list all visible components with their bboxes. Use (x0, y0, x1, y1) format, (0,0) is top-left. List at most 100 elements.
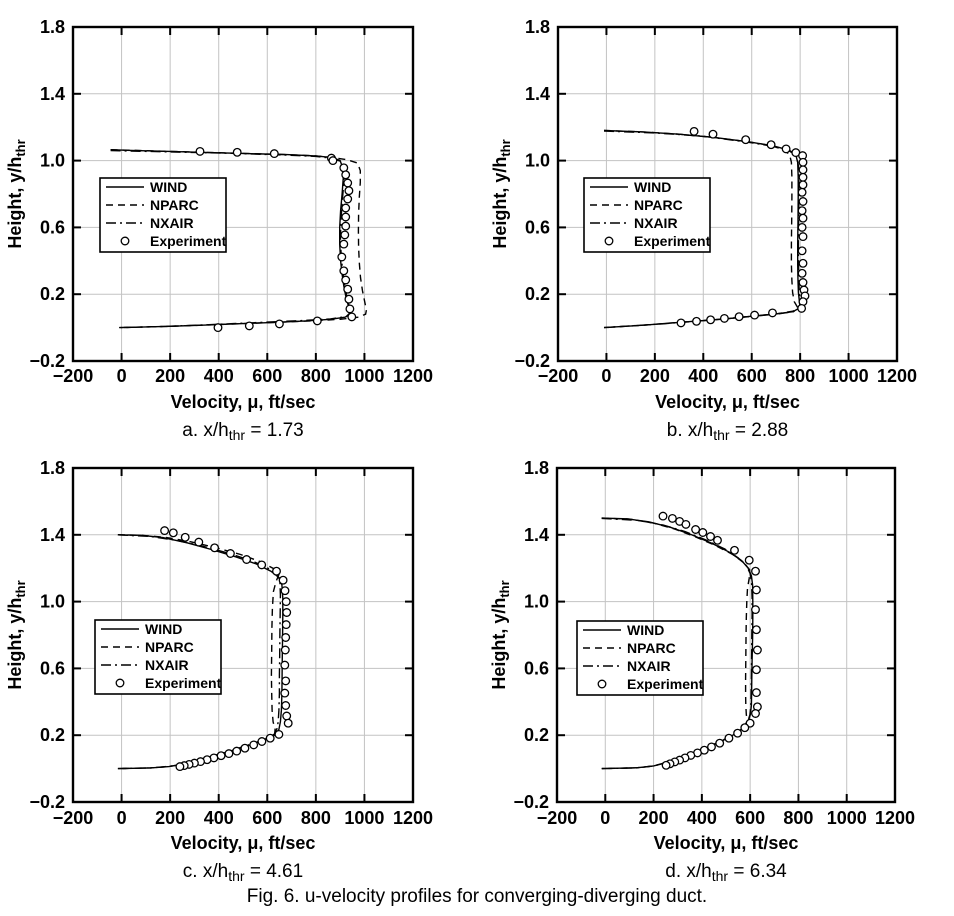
experiment-point (175, 762, 185, 772)
experiment-point (225, 549, 235, 558)
experiment-point (706, 532, 715, 541)
x-tick-label: 1000 (344, 808, 384, 828)
experiment-point (343, 194, 353, 204)
x-tick-label: 600 (252, 808, 282, 828)
experiment-point (798, 197, 808, 206)
x-tick-label: −200 (537, 808, 578, 828)
legend-label: NXAIR (634, 215, 678, 231)
y-axis-title: Height, y/hthr (490, 139, 513, 248)
experiment-point (658, 511, 668, 521)
legend-label: NPARC (627, 640, 676, 656)
experiment-point (676, 318, 686, 328)
legend-label: NPARC (150, 197, 199, 213)
experiment-point (257, 560, 267, 570)
subplot-b: −200 0 200 400 600 800 1000 1200 1.8 1.4 1.0 0.6 0.2… (477, 0, 954, 458)
x-tick-label: 600 (737, 366, 767, 386)
legend-label: NXAIR (627, 658, 671, 674)
x-tick-label: 1000 (827, 808, 867, 828)
experiment-point (281, 597, 291, 607)
experiment-point (328, 156, 338, 166)
experiment-point (257, 737, 267, 746)
x-tick-label: 0 (117, 366, 127, 386)
y-axis-title: Height, y/hthr (5, 580, 28, 689)
experiment-point (280, 688, 290, 698)
x-tick-label: 200 (639, 808, 669, 828)
experiment-point (667, 513, 677, 523)
x-tick-label: 800 (783, 808, 813, 828)
y-tick-label: 0.2 (40, 725, 65, 745)
x-tick-label: 1200 (875, 808, 915, 828)
experiment-point (269, 149, 279, 159)
experiment-point (706, 315, 716, 325)
experiment-point (242, 555, 252, 564)
y-tick-label: 1.4 (40, 84, 65, 104)
x-tick-label: 200 (155, 808, 185, 828)
legend-label: NXAIR (150, 215, 194, 231)
subplot-canvas: −200 0 200 400 600 800 1000 1200 1.8 1.4 1.0 0.6 0.2… (5, 17, 433, 443)
experiment-point (798, 232, 808, 242)
x-axis-title: Velocity, μ, ft/sec (655, 392, 800, 412)
experiment-point (272, 566, 281, 576)
legend-label: NPARC (634, 197, 683, 213)
y-tick-label: 1.4 (524, 525, 549, 545)
subplot-c: −200 0 200 400 600 800 1000 1200 1.8 1.4 1.0 0.6 0.2… (0, 458, 477, 916)
legend-label: Experiment (627, 676, 704, 692)
experiment-point (691, 525, 701, 534)
experiment-point (280, 660, 290, 670)
experiment-point (750, 310, 760, 320)
x-tick-label: 0 (600, 808, 610, 828)
experiment-point (343, 284, 353, 294)
experiment-point (343, 178, 353, 188)
y-tick-label: 1.8 (525, 17, 550, 37)
experiment-point (798, 157, 808, 167)
experiment-point (224, 749, 234, 759)
figure-caption: Fig. 6. u-velocity profiles for convergi… (246, 886, 708, 907)
x-tick-label: 400 (204, 808, 234, 828)
legend-label: WIND (145, 621, 182, 637)
experiment-point (798, 180, 808, 190)
experiment-point (797, 187, 807, 197)
experiment-point (341, 170, 351, 180)
x-axis-title: Velocity, μ, ft/sec (171, 392, 316, 412)
experiment-point (249, 740, 259, 750)
experiment-point (798, 278, 808, 287)
legend-experiment-marker (115, 678, 125, 688)
experiment-point (232, 746, 242, 756)
experiment-point (692, 316, 701, 326)
experiment-point (798, 172, 808, 182)
experiment-point (752, 645, 762, 655)
experiment-point (340, 230, 350, 240)
legend-label: Experiment (150, 233, 227, 249)
subplot-caption: b. x/hthr = 2.88 (667, 420, 788, 443)
y-tick-label: 1.0 (40, 151, 65, 171)
experiment-point (798, 258, 808, 268)
experiment-point (180, 532, 190, 542)
experiment-point (210, 543, 220, 553)
y-tick-label: 1.8 (524, 458, 549, 478)
plot-frame (556, 25, 899, 363)
experiment-point (715, 738, 725, 748)
experiment-point (281, 701, 291, 710)
experiment-point (160, 526, 170, 536)
y-tick-label: 1.4 (40, 525, 65, 545)
experiment-point (274, 319, 284, 329)
experiment-point (751, 605, 760, 615)
experiment-point (341, 221, 351, 231)
subplot-canvas: −200 0 200 400 600 800 1000 1200 1.8 1.4 1.0 0.6 0.2… (5, 458, 433, 884)
y-tick-label: −0.2 (29, 351, 65, 371)
experiment-point (280, 586, 290, 596)
experiment-point (751, 625, 761, 635)
x-axis-title: Velocity, μ, ft/sec (171, 833, 316, 853)
y-axis-title: Height, y/hthr (5, 139, 28, 248)
y-tick-label: 1.0 (524, 592, 549, 612)
x-tick-label: 400 (688, 366, 718, 386)
y-tick-label: −0.2 (29, 792, 65, 812)
subplot-d: −200 0 200 400 600 800 1000 1200 1.8 1.4 1.0 0.6 0.2… (477, 458, 954, 916)
y-tick-label: −0.2 (514, 351, 550, 371)
legend-experiment-marker (604, 236, 614, 246)
y-tick-label: 1.8 (40, 17, 65, 37)
x-tick-label: 800 (785, 366, 815, 386)
subplot-caption: a. x/hthr = 1.73 (182, 420, 303, 443)
experiment-point (341, 275, 351, 285)
